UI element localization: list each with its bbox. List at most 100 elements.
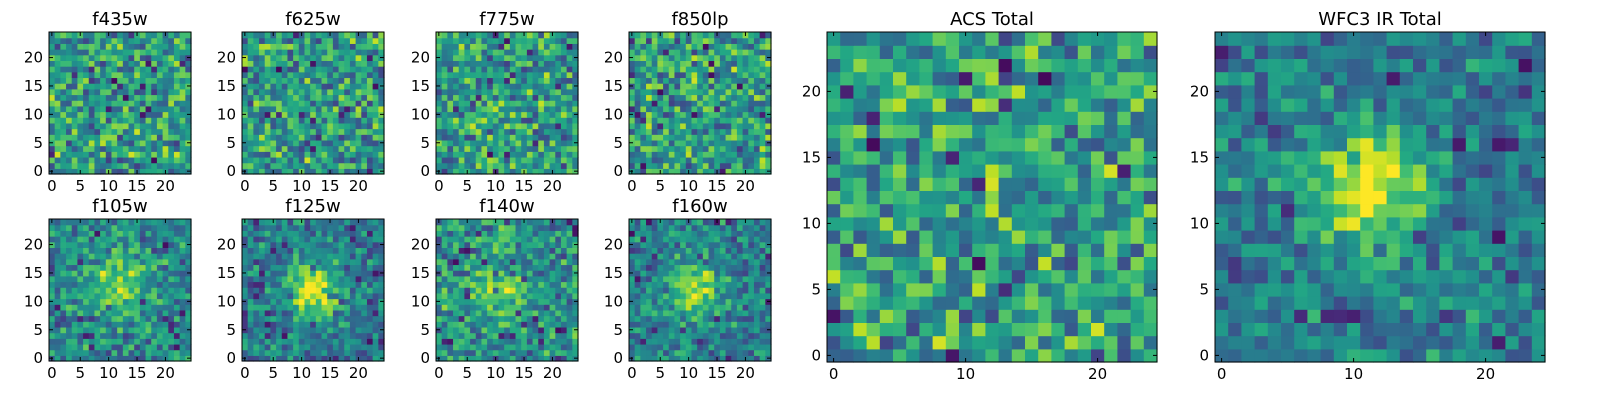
- heatmap-cell: [509, 66, 517, 73]
- heatmap-cell: [651, 88, 658, 96]
- heatmap-cell: [498, 43, 505, 50]
- heatmap-cell: [651, 281, 658, 288]
- heatmap-cell: [156, 100, 164, 107]
- heatmap-cell: [719, 83, 727, 90]
- heatmap-cell: [634, 275, 641, 283]
- heatmap-cell: [685, 117, 693, 124]
- heatmap-cell: [441, 156, 448, 164]
- heatmap-cell: [736, 134, 744, 141]
- heatmap-cell: [151, 292, 158, 300]
- heatmap-cell: [49, 292, 56, 300]
- heatmap-cell: [54, 264, 61, 271]
- heatmap-cell: [332, 37, 340, 44]
- heatmap-cell: [54, 321, 61, 328]
- heatmap-cell: [509, 32, 517, 39]
- heatmap-cell: [691, 168, 698, 175]
- heatmap-cell: [338, 332, 345, 339]
- heatmap-cell: [475, 134, 483, 141]
- heatmap-cell: [515, 71, 522, 79]
- heatmap-cell: [691, 111, 698, 118]
- heatmap-cell: [66, 139, 73, 147]
- heatmap-cell: [753, 321, 761, 328]
- heatmap-cell: [549, 309, 556, 317]
- heatmap-cell: [315, 287, 323, 294]
- heatmap-cell: [515, 105, 522, 113]
- heatmap-cell: [543, 66, 551, 73]
- heatmap-cell: [264, 83, 271, 90]
- heatmap-cell: [725, 43, 732, 50]
- heatmap-cell: [748, 88, 755, 96]
- heatmap-cell: [372, 128, 379, 135]
- heatmap-cell: [151, 43, 158, 50]
- heatmap-cell: [179, 139, 186, 147]
- heatmap-cell: [156, 156, 164, 164]
- heatmap-cell: [668, 332, 676, 339]
- heatmap-cell: [264, 60, 271, 67]
- heatmap-cell: [702, 105, 710, 113]
- heatmap-cell: [538, 304, 545, 311]
- heatmap-cell: [629, 128, 636, 135]
- heatmap-cell: [441, 128, 448, 135]
- heatmap-cell: [697, 315, 704, 322]
- heatmap-cell: [179, 264, 186, 271]
- heatmap-cell: [538, 145, 545, 152]
- heatmap-cell: [349, 54, 357, 61]
- heatmap-cell: [276, 281, 283, 288]
- heatmap-cell: [366, 343, 374, 351]
- heatmap-cell: [691, 332, 698, 339]
- heatmap-cell: [315, 100, 323, 107]
- heatmap-cell: [259, 117, 266, 124]
- heatmap-cell: [708, 151, 715, 158]
- heatmap-cell: [156, 49, 164, 56]
- heatmap-cell: [366, 77, 374, 84]
- heatmap-cell: [464, 117, 471, 124]
- heatmap-cell: [310, 49, 317, 56]
- heatmap-cell: [77, 321, 84, 328]
- heatmap-cell: [310, 304, 317, 311]
- heatmap-cell: [349, 219, 357, 226]
- heatmap-cell: [145, 139, 152, 147]
- heatmap-cell: [310, 60, 317, 67]
- heatmap-cell: [366, 145, 374, 152]
- heatmap-cell: [83, 66, 90, 73]
- heatmap-cell: [145, 219, 152, 226]
- heatmap-cell: [543, 151, 551, 158]
- heatmap-cell: [173, 275, 181, 283]
- heatmap-cell: [276, 338, 283, 345]
- heatmap-cell: [315, 128, 323, 135]
- heatmap-cell: [372, 145, 379, 152]
- heatmap-cell: [742, 134, 749, 141]
- heatmap-cell: [332, 230, 340, 237]
- heatmap-cell: [242, 88, 249, 96]
- heatmap-cell: [475, 332, 483, 339]
- heatmap-cell: [361, 54, 368, 61]
- heatmap-cell: [287, 100, 294, 107]
- x-tick-label: 5: [75, 177, 85, 195]
- heatmap-cell: [54, 304, 61, 311]
- heatmap-cell: [532, 139, 539, 147]
- heatmap-cell: [464, 156, 471, 164]
- heatmap-cell: [54, 230, 61, 237]
- heatmap-cell: [117, 134, 124, 141]
- heatmap-cell: [464, 349, 471, 356]
- heatmap-cell: [504, 343, 511, 351]
- heatmap-cell: [139, 349, 147, 356]
- heatmap-cell: [532, 292, 539, 300]
- heatmap-cell: [60, 128, 67, 135]
- heatmap-cell: [708, 304, 715, 311]
- heatmap-cell: [242, 258, 249, 266]
- heatmap-cell: [276, 253, 283, 260]
- heatmap-cell: [276, 77, 283, 84]
- heatmap-cell: [128, 122, 135, 130]
- heatmap-cell: [338, 287, 345, 294]
- heatmap-cell: [487, 43, 494, 50]
- heatmap-cell: [128, 128, 135, 135]
- heatmap-cell: [487, 224, 494, 231]
- heatmap-cell: [378, 275, 385, 283]
- heatmap-cell: [54, 343, 61, 351]
- heatmap-cell: [321, 54, 328, 61]
- heatmap-cell: [560, 128, 568, 135]
- heatmap-cell: [71, 236, 78, 243]
- heatmap-cell: [344, 355, 351, 362]
